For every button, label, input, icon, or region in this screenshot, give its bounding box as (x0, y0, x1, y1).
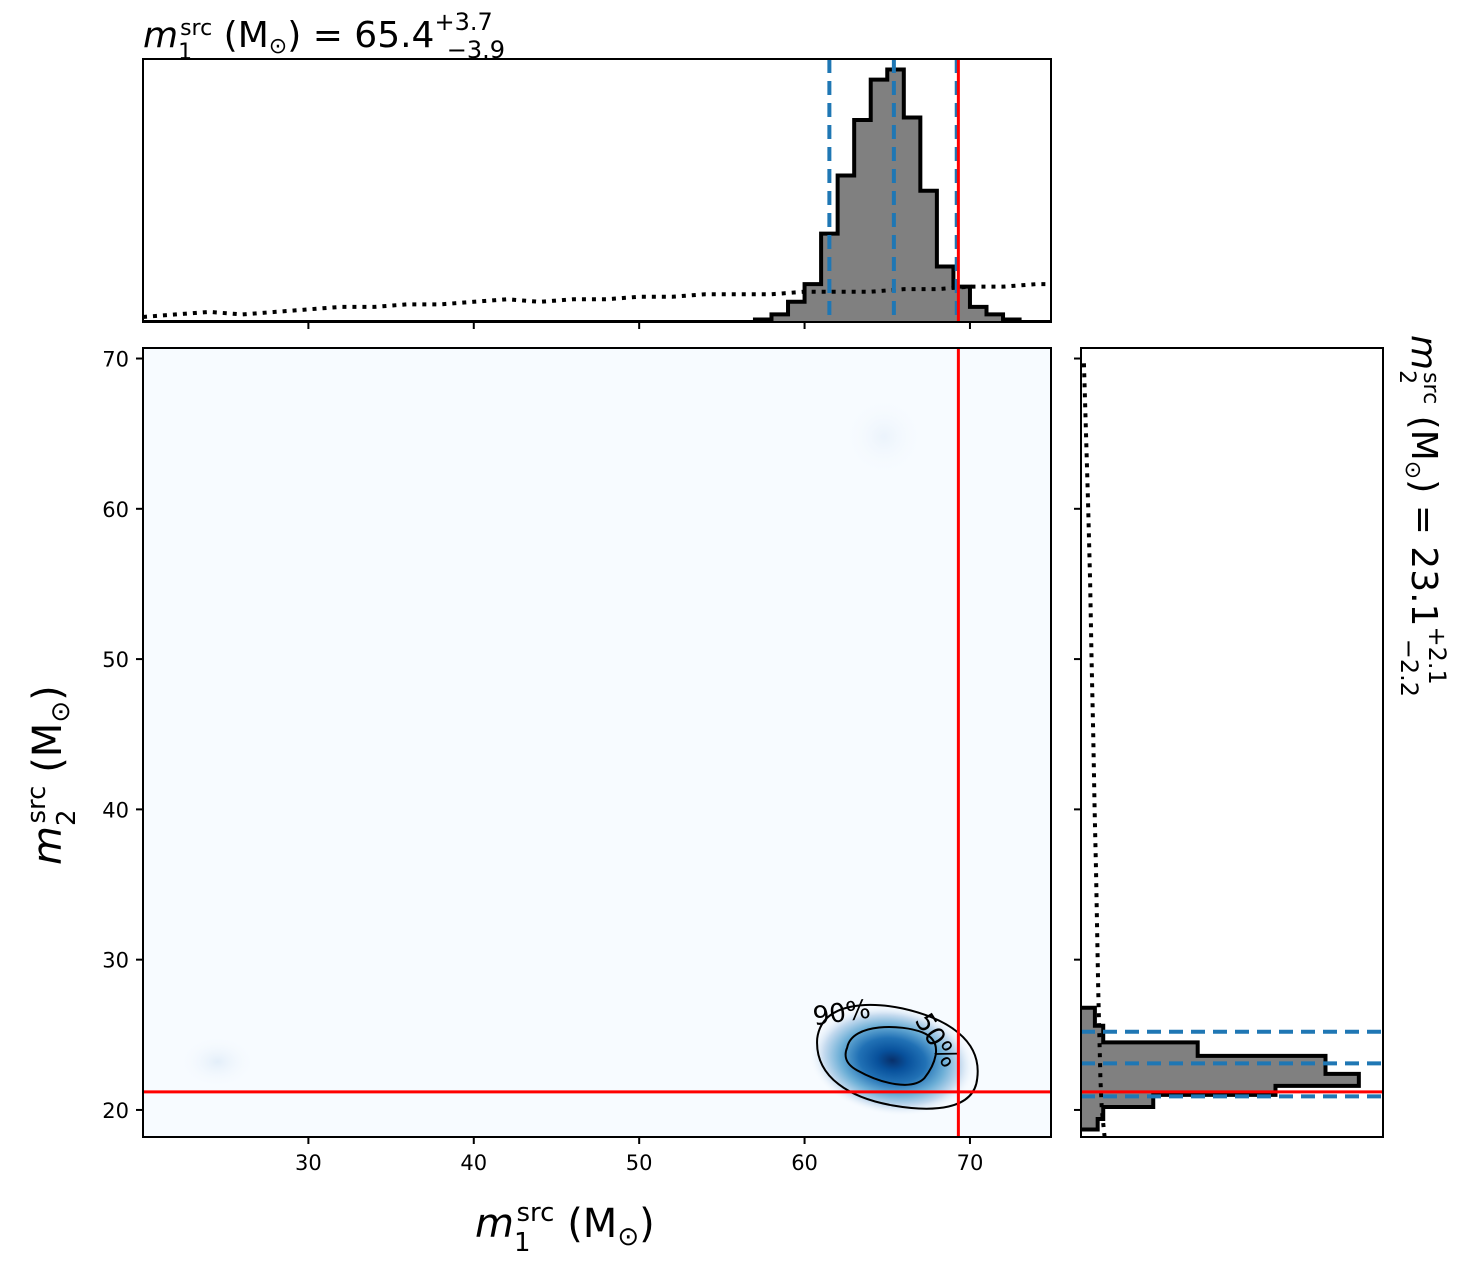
m1-prior-line (143, 282, 1051, 319)
joint-density-panel: 90% 50% 30 40 50 60 70 20 30 40 50 60 70 (102, 347, 1052, 1175)
y-tick-label: 50 (102, 648, 129, 672)
joint-density-frame (142, 347, 1052, 1138)
m2-histogram-fill (1081, 1007, 1359, 1130)
m1-title: m1src (M⊙) = 65.4+3.7 −3.9 (143, 8, 505, 65)
x-tick-label: 60 (791, 1151, 818, 1175)
contour-90 (816, 1004, 979, 1110)
m1-histogram-fill (143, 69, 1051, 322)
m2-marginal-marks (1081, 358, 1383, 1137)
y-tick-label: 20 (102, 1099, 129, 1123)
y-tick-label: 60 (102, 498, 129, 522)
m1-marginal-ticks (307, 322, 971, 329)
y-axis-label: m2src (M⊙) (22, 685, 82, 865)
m2-title: m2src (M⊙) = 23.1+2.1−2.2 (1394, 335, 1451, 697)
joint-density-ticks: 30 40 50 60 70 20 30 40 50 60 70 (102, 348, 983, 1175)
m1-marginal-frame (142, 58, 1052, 323)
density-peak (808, 1004, 976, 1117)
faint-density-blob (179, 1035, 256, 1088)
faint-density-blob (843, 396, 924, 477)
x-tick-label: 70 (957, 1151, 984, 1175)
m2-marginal-ticks (1074, 357, 1081, 1111)
x-tick-label: 30 (295, 1151, 322, 1175)
x-axis-label: m1src (M⊙) (475, 1198, 655, 1258)
x-tick-label: 50 (626, 1151, 653, 1175)
m1-marginal-marks (143, 59, 1051, 322)
density-background (143, 348, 1051, 1137)
contour-50 (844, 1025, 937, 1086)
m2-marginal-panel (1074, 347, 1384, 1138)
y-tick-label: 30 (102, 949, 129, 973)
y-tick-label: 70 (102, 348, 129, 372)
joint-density-marks: 90% 50% (143, 348, 1051, 1137)
m1-histogram-outline (143, 67, 1051, 322)
y-tick-label: 40 (102, 798, 129, 822)
m1-marginal-panel (142, 58, 1052, 329)
x-tick-label: 40 (460, 1151, 487, 1175)
m2-marginal-frame (1080, 347, 1384, 1138)
